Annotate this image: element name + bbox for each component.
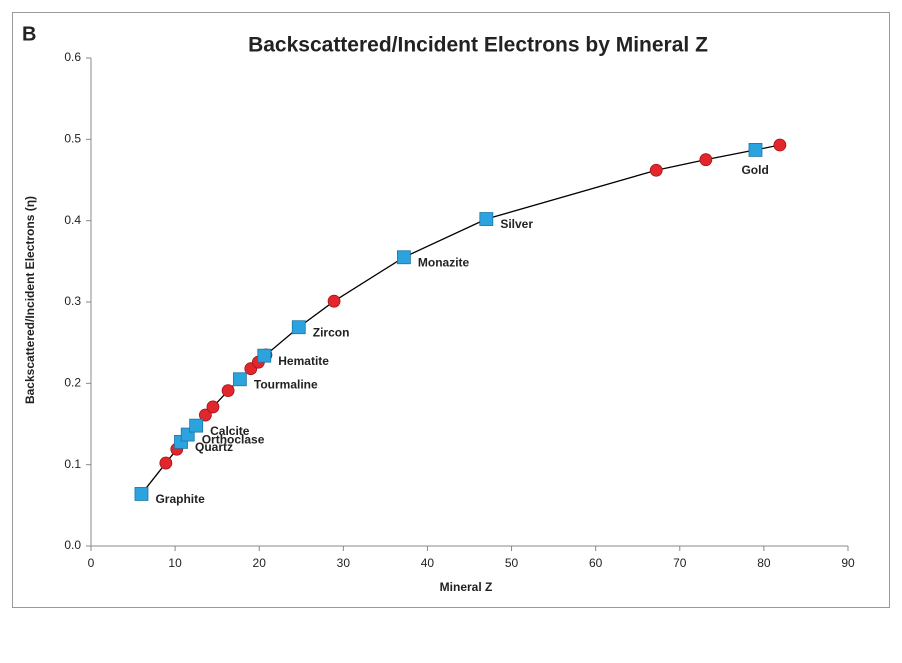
element-point — [773, 138, 787, 152]
x-tick-label: 0 — [88, 556, 95, 570]
y-axis-title: Backscattered/Incident Electrons (η) — [23, 196, 37, 404]
element-point — [327, 294, 341, 308]
mineral-point — [189, 418, 204, 433]
element-point — [649, 163, 663, 177]
mineral-label: Quartz — [195, 440, 233, 454]
x-tick-label: 50 — [505, 556, 519, 570]
x-tick-label: 80 — [757, 556, 771, 570]
y-tick-label: 0.5 — [64, 132, 81, 146]
chart-title: Backscattered/Incident Electrons by Mine… — [248, 34, 708, 57]
mineral-label: Orthoclase — [202, 433, 265, 447]
mineral-label: Hematite — [278, 354, 329, 368]
x-tick-label: 30 — [337, 556, 351, 570]
mineral-label: Monazite — [418, 255, 470, 269]
mineral-point — [479, 212, 494, 226]
x-tick-label: 10 — [168, 556, 182, 570]
y-tick-label: 0.0 — [64, 538, 81, 552]
y-tick-label: 0.4 — [64, 213, 81, 227]
mineral-point — [257, 348, 272, 363]
mineral-label: Calcite — [210, 424, 250, 438]
element-point — [221, 384, 235, 398]
mineral-point — [396, 250, 411, 265]
element-point — [699, 153, 713, 167]
mineral-point — [291, 320, 306, 335]
mineral-label: Tourmaline — [254, 377, 318, 391]
x-tick-label: 20 — [253, 556, 267, 570]
panel-label: B — [22, 23, 36, 45]
x-tick-label: 40 — [421, 556, 435, 570]
element-point — [206, 400, 220, 414]
element-point — [159, 456, 173, 470]
x-tick-label: 70 — [673, 556, 687, 570]
x-axis-title: Mineral Z — [440, 580, 493, 594]
mineral-label: Zircon — [313, 325, 350, 339]
mineral-point — [134, 487, 149, 501]
mineral-point — [748, 143, 763, 157]
panel-border — [12, 12, 890, 608]
element-point — [198, 408, 212, 422]
y-tick-label: 0.3 — [64, 294, 81, 308]
y-tick-label: 0.1 — [64, 457, 81, 471]
mineral-label: Silver — [500, 217, 533, 231]
mineral-point — [232, 372, 247, 387]
y-tick-label: 0.2 — [64, 376, 81, 390]
mineral-label: Graphite — [155, 492, 205, 506]
mineral-label: Gold — [741, 163, 768, 177]
y-tick-label: 0.6 — [64, 50, 81, 64]
x-tick-label: 60 — [589, 556, 603, 570]
x-tick-label: 90 — [841, 556, 855, 570]
